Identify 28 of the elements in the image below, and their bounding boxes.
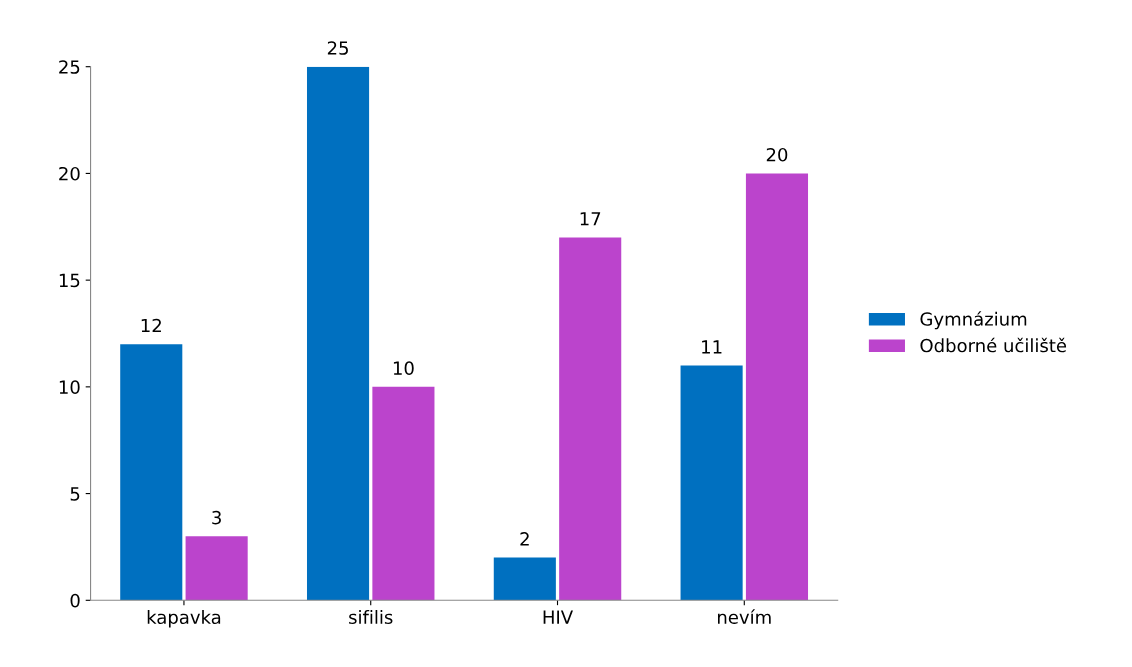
y-tick-label: 25	[59, 60, 80, 74]
bar	[680, 365, 743, 601]
y-tick-label: 15	[59, 273, 80, 288]
y-tick-label: 5	[70, 487, 80, 501]
data-label: 20	[766, 147, 788, 162]
data-label: 25	[327, 41, 348, 55]
legend-label: Gymnázium	[920, 311, 1027, 330]
bar	[306, 66, 370, 601]
data-label: 11	[702, 340, 722, 354]
data-label: 17	[580, 212, 601, 226]
y-tick-label: 0	[70, 593, 80, 608]
x-tick-label: nevím	[718, 609, 771, 624]
bar	[493, 557, 556, 601]
bar	[745, 173, 809, 601]
data-label: 2	[520, 532, 529, 546]
bar	[559, 237, 622, 601]
bar	[120, 344, 183, 601]
data-label: 3	[212, 510, 221, 525]
legend-label: Odborné učiliště	[920, 337, 1067, 353]
x-tick-label: kapavka	[147, 610, 221, 628]
y-tick-label: 10	[59, 380, 80, 394]
x-tick-label: HIV	[543, 610, 573, 624]
data-label: 10	[393, 361, 414, 376]
data-label: 12	[141, 318, 161, 333]
bar	[372, 386, 435, 601]
y-tick-label: 20	[59, 166, 80, 181]
x-tick-label: sifilis	[349, 610, 393, 624]
bar	[185, 536, 248, 601]
